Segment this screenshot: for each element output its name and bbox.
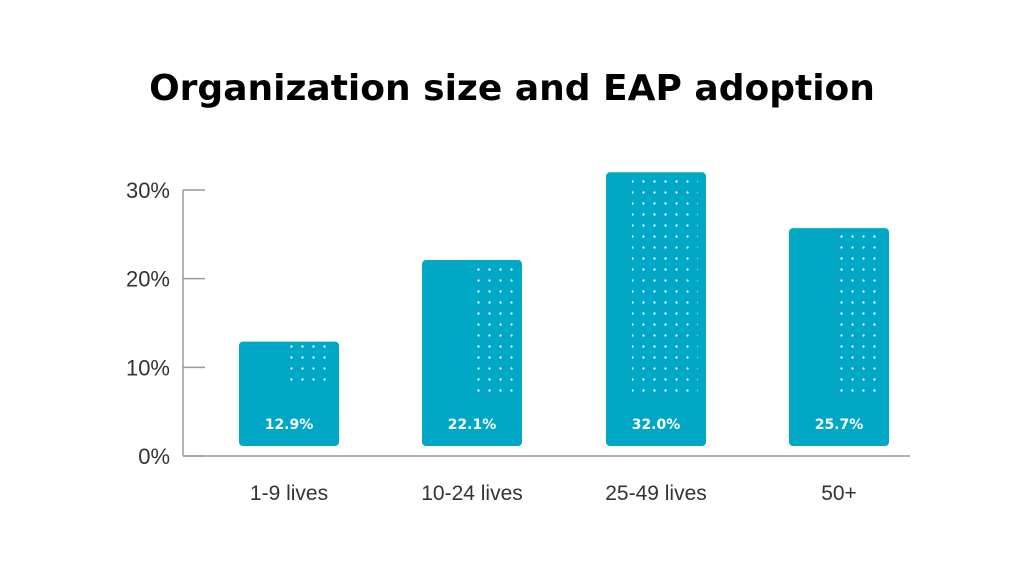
data-label: 12.9%: [265, 417, 314, 433]
data-label: 22.1%: [448, 417, 497, 433]
axes: [182, 189, 910, 457]
category-label: 50+: [821, 482, 857, 505]
bar-dot-pattern: [837, 230, 881, 396]
category-label: 1-9 lives: [250, 482, 328, 505]
data-label: 25.7%: [815, 417, 864, 433]
y-tick-label: 20%: [126, 267, 170, 292]
data-label: 32.0%: [632, 417, 681, 433]
y-tick-label: 0%: [138, 444, 170, 469]
bar-dot-pattern: [287, 343, 331, 388]
y-tick-label: 30%: [126, 178, 170, 203]
chart-title: Organization size and EAP adoption: [149, 68, 875, 109]
category-label: 10-24 lives: [421, 482, 523, 505]
bars: [239, 172, 889, 446]
bar-dot-pattern: [632, 174, 698, 395]
bar-dot-pattern: [470, 262, 514, 395]
category-label: 25-49 lives: [605, 482, 707, 505]
labels: 0% 10% 20% 30% 12.9% 1-9 lives 22.1% 10-24 live…: [126, 178, 863, 505]
y-tick-label: 10%: [126, 355, 170, 380]
